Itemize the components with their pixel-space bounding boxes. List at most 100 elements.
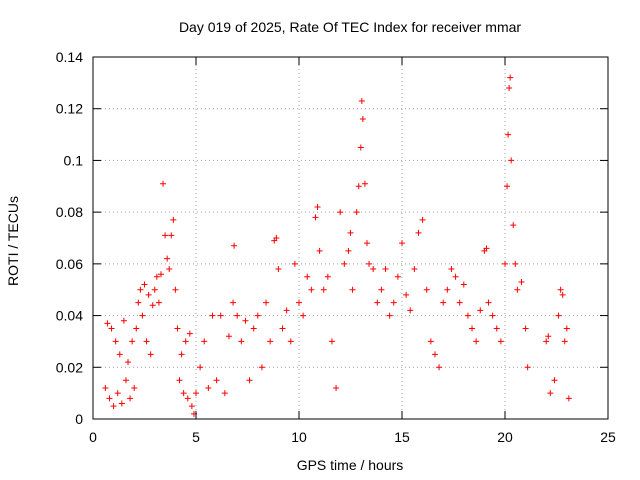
data-point	[172, 286, 179, 293]
data-point	[427, 338, 434, 345]
data-point	[399, 240, 405, 247]
data-point	[394, 273, 401, 280]
data-point	[456, 299, 463, 306]
data-point	[314, 203, 321, 210]
data-point	[551, 377, 558, 384]
data-point	[374, 299, 381, 306]
x-tick-label: 0	[89, 429, 97, 445]
data-point	[242, 317, 249, 324]
data-point	[184, 395, 191, 402]
data-point	[308, 286, 315, 293]
data-point	[403, 291, 410, 298]
data-point	[353, 209, 360, 216]
data-point	[333, 384, 340, 391]
y-tick-label: 0.14	[56, 49, 83, 65]
data-point	[483, 245, 490, 252]
data-point	[431, 351, 438, 358]
data-point	[543, 338, 550, 345]
data-point	[300, 312, 307, 319]
data-point	[355, 183, 362, 190]
data-point	[217, 312, 224, 319]
data-point	[287, 338, 294, 345]
y-tick-label: 0.1	[64, 152, 84, 168]
data-point	[231, 242, 238, 249]
data-point	[444, 286, 451, 293]
data-point	[464, 312, 471, 319]
data-point	[135, 299, 142, 306]
data-point	[153, 273, 160, 280]
data-point	[522, 325, 529, 332]
y-axis-ticks: 0 0.02 0.04 0.06 0.08 0.1 0.12 0.14	[56, 49, 608, 427]
data-point	[366, 260, 373, 267]
data-point	[390, 299, 397, 306]
y-tick-label: 0.12	[56, 101, 83, 117]
data-point	[157, 271, 164, 278]
data-point	[125, 359, 132, 366]
data-point	[166, 266, 173, 273]
data-point	[555, 312, 562, 319]
data-point	[510, 222, 517, 229]
y-tick-label: 0.04	[56, 308, 83, 324]
data-point	[452, 273, 459, 280]
data-point	[246, 377, 253, 384]
data-point	[176, 377, 183, 384]
data-point	[559, 291, 566, 298]
data-point	[561, 338, 568, 345]
data-point	[312, 214, 319, 221]
data-point	[357, 144, 364, 151]
data-point	[382, 266, 389, 273]
data-point	[178, 351, 185, 358]
data-point	[258, 364, 265, 371]
data-point	[545, 333, 552, 340]
data-point	[505, 131, 512, 138]
data-point	[363, 240, 370, 247]
data-point	[275, 266, 282, 273]
data-point	[267, 338, 274, 345]
data-point	[493, 325, 500, 332]
data-point	[139, 312, 146, 319]
data-point	[345, 247, 352, 254]
data-point	[485, 299, 492, 306]
data-point	[155, 299, 162, 306]
data-point	[104, 320, 111, 327]
y-tick-label: 0	[75, 411, 83, 427]
data-point	[127, 395, 134, 402]
data-point	[221, 390, 228, 397]
y-tick-label: 0.08	[56, 204, 83, 220]
data-point	[234, 312, 241, 319]
data-point	[460, 281, 467, 288]
data-point	[160, 180, 167, 187]
data-point	[250, 325, 257, 332]
data-point	[186, 330, 193, 337]
data-point	[347, 229, 354, 236]
data-point	[423, 286, 430, 293]
y-tick-label: 0.06	[56, 256, 83, 272]
data-point	[489, 312, 496, 319]
data-point	[436, 364, 443, 371]
data-point	[180, 390, 187, 397]
data-point	[193, 390, 199, 397]
data-point	[230, 299, 237, 306]
data-point	[106, 395, 113, 402]
data-point	[102, 384, 109, 391]
x-tick-label: 25	[600, 429, 616, 445]
data-point	[164, 255, 171, 262]
data-point	[182, 338, 189, 345]
data-point	[149, 302, 156, 309]
data-point	[316, 247, 323, 254]
data-point	[279, 325, 286, 332]
data-point	[238, 338, 245, 345]
x-tick-label: 5	[192, 429, 200, 445]
data-point	[358, 97, 365, 104]
data-point	[419, 216, 426, 223]
x-tick-label: 20	[497, 429, 513, 445]
data-point	[112, 338, 119, 345]
data-point	[170, 216, 177, 223]
data-point	[563, 325, 570, 332]
data-point	[118, 400, 125, 407]
data-point	[143, 338, 150, 345]
data-point	[273, 235, 280, 241]
data-point	[304, 273, 311, 280]
plot-frame	[92, 56, 609, 420]
